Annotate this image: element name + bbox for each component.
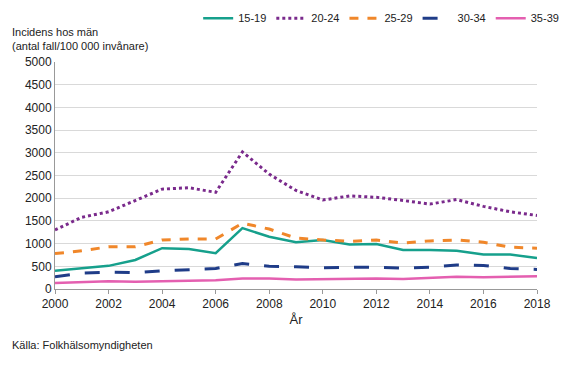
svg-text:2018: 2018 (524, 297, 551, 311)
svg-text:2016: 2016 (470, 297, 497, 311)
svg-text:År: År (290, 312, 304, 327)
svg-text:2500: 2500 (25, 169, 52, 183)
svg-text:2002: 2002 (95, 297, 122, 311)
svg-text:5000: 5000 (25, 55, 52, 69)
svg-text:2014: 2014 (417, 297, 444, 311)
svg-text:35-39: 35-39 (531, 12, 559, 24)
svg-text:Källa: Folkhälsomyndigheten: Källa: Folkhälsomyndigheten (12, 339, 153, 351)
svg-text:2004: 2004 (149, 297, 176, 311)
svg-text:25-29: 25-29 (384, 12, 412, 24)
svg-text:3000: 3000 (25, 146, 52, 160)
svg-text:20-24: 20-24 (311, 12, 339, 24)
svg-text:2012: 2012 (363, 297, 390, 311)
svg-text:2000: 2000 (25, 191, 52, 205)
svg-text:1000: 1000 (25, 237, 52, 251)
svg-text:4500: 4500 (25, 78, 52, 92)
svg-text:2006: 2006 (202, 297, 229, 311)
svg-text:2010: 2010 (309, 297, 336, 311)
svg-text:30-34: 30-34 (458, 12, 486, 24)
svg-text:4000: 4000 (25, 101, 52, 115)
svg-text:500: 500 (32, 260, 52, 274)
svg-text:3500: 3500 (25, 123, 52, 137)
svg-text:0: 0 (45, 282, 52, 296)
svg-text:1500: 1500 (25, 214, 52, 228)
svg-text:2008: 2008 (256, 297, 283, 311)
svg-text:15-19: 15-19 (238, 12, 266, 24)
svg-text:Incidens hos män(antal fall/10: Incidens hos män(antal fall/100 000 invå… (12, 26, 148, 52)
svg-text:2000: 2000 (42, 297, 69, 311)
